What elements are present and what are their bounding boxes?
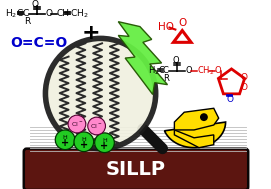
Text: C: C [23,9,29,18]
Text: +: + [80,140,88,150]
Text: R: R [164,74,169,83]
Text: H$_2$C: H$_2$C [5,8,24,20]
Text: +: + [61,138,69,148]
Text: O: O [172,56,179,65]
Text: SILLP: SILLP [106,160,166,179]
Text: H: H [82,137,86,142]
Text: H: H [102,138,107,143]
Polygon shape [174,130,214,148]
Text: CH$_2$: CH$_2$ [197,65,214,77]
Circle shape [95,133,114,153]
Text: CH: CH [56,9,69,18]
Circle shape [46,38,156,149]
Text: O: O [46,9,52,18]
Text: H: H [63,135,67,140]
Text: O: O [241,73,248,82]
FancyBboxPatch shape [24,149,248,189]
Text: +: + [101,141,109,151]
Text: Cl$^-$: Cl$^-$ [71,120,83,128]
Text: O: O [241,83,248,92]
Circle shape [55,130,75,150]
Circle shape [200,113,208,121]
Polygon shape [164,122,225,148]
Text: H$_2$C: H$_2$C [148,65,166,77]
Text: O: O [31,0,38,9]
Circle shape [88,117,105,135]
Text: +: + [81,23,100,43]
Text: HO: HO [158,22,174,32]
Text: O: O [178,18,186,28]
Text: R: R [25,17,31,26]
Circle shape [68,115,86,133]
Text: O: O [226,95,233,104]
Circle shape [74,132,94,152]
Text: C: C [163,66,169,75]
Text: O: O [185,66,192,75]
Text: Cl$^-$: Cl$^-$ [91,122,103,130]
Polygon shape [174,108,219,130]
Text: O=C=O: O=C=O [10,36,67,50]
Polygon shape [118,22,167,94]
Text: O: O [215,66,221,75]
Text: CH$_2$: CH$_2$ [70,8,89,20]
